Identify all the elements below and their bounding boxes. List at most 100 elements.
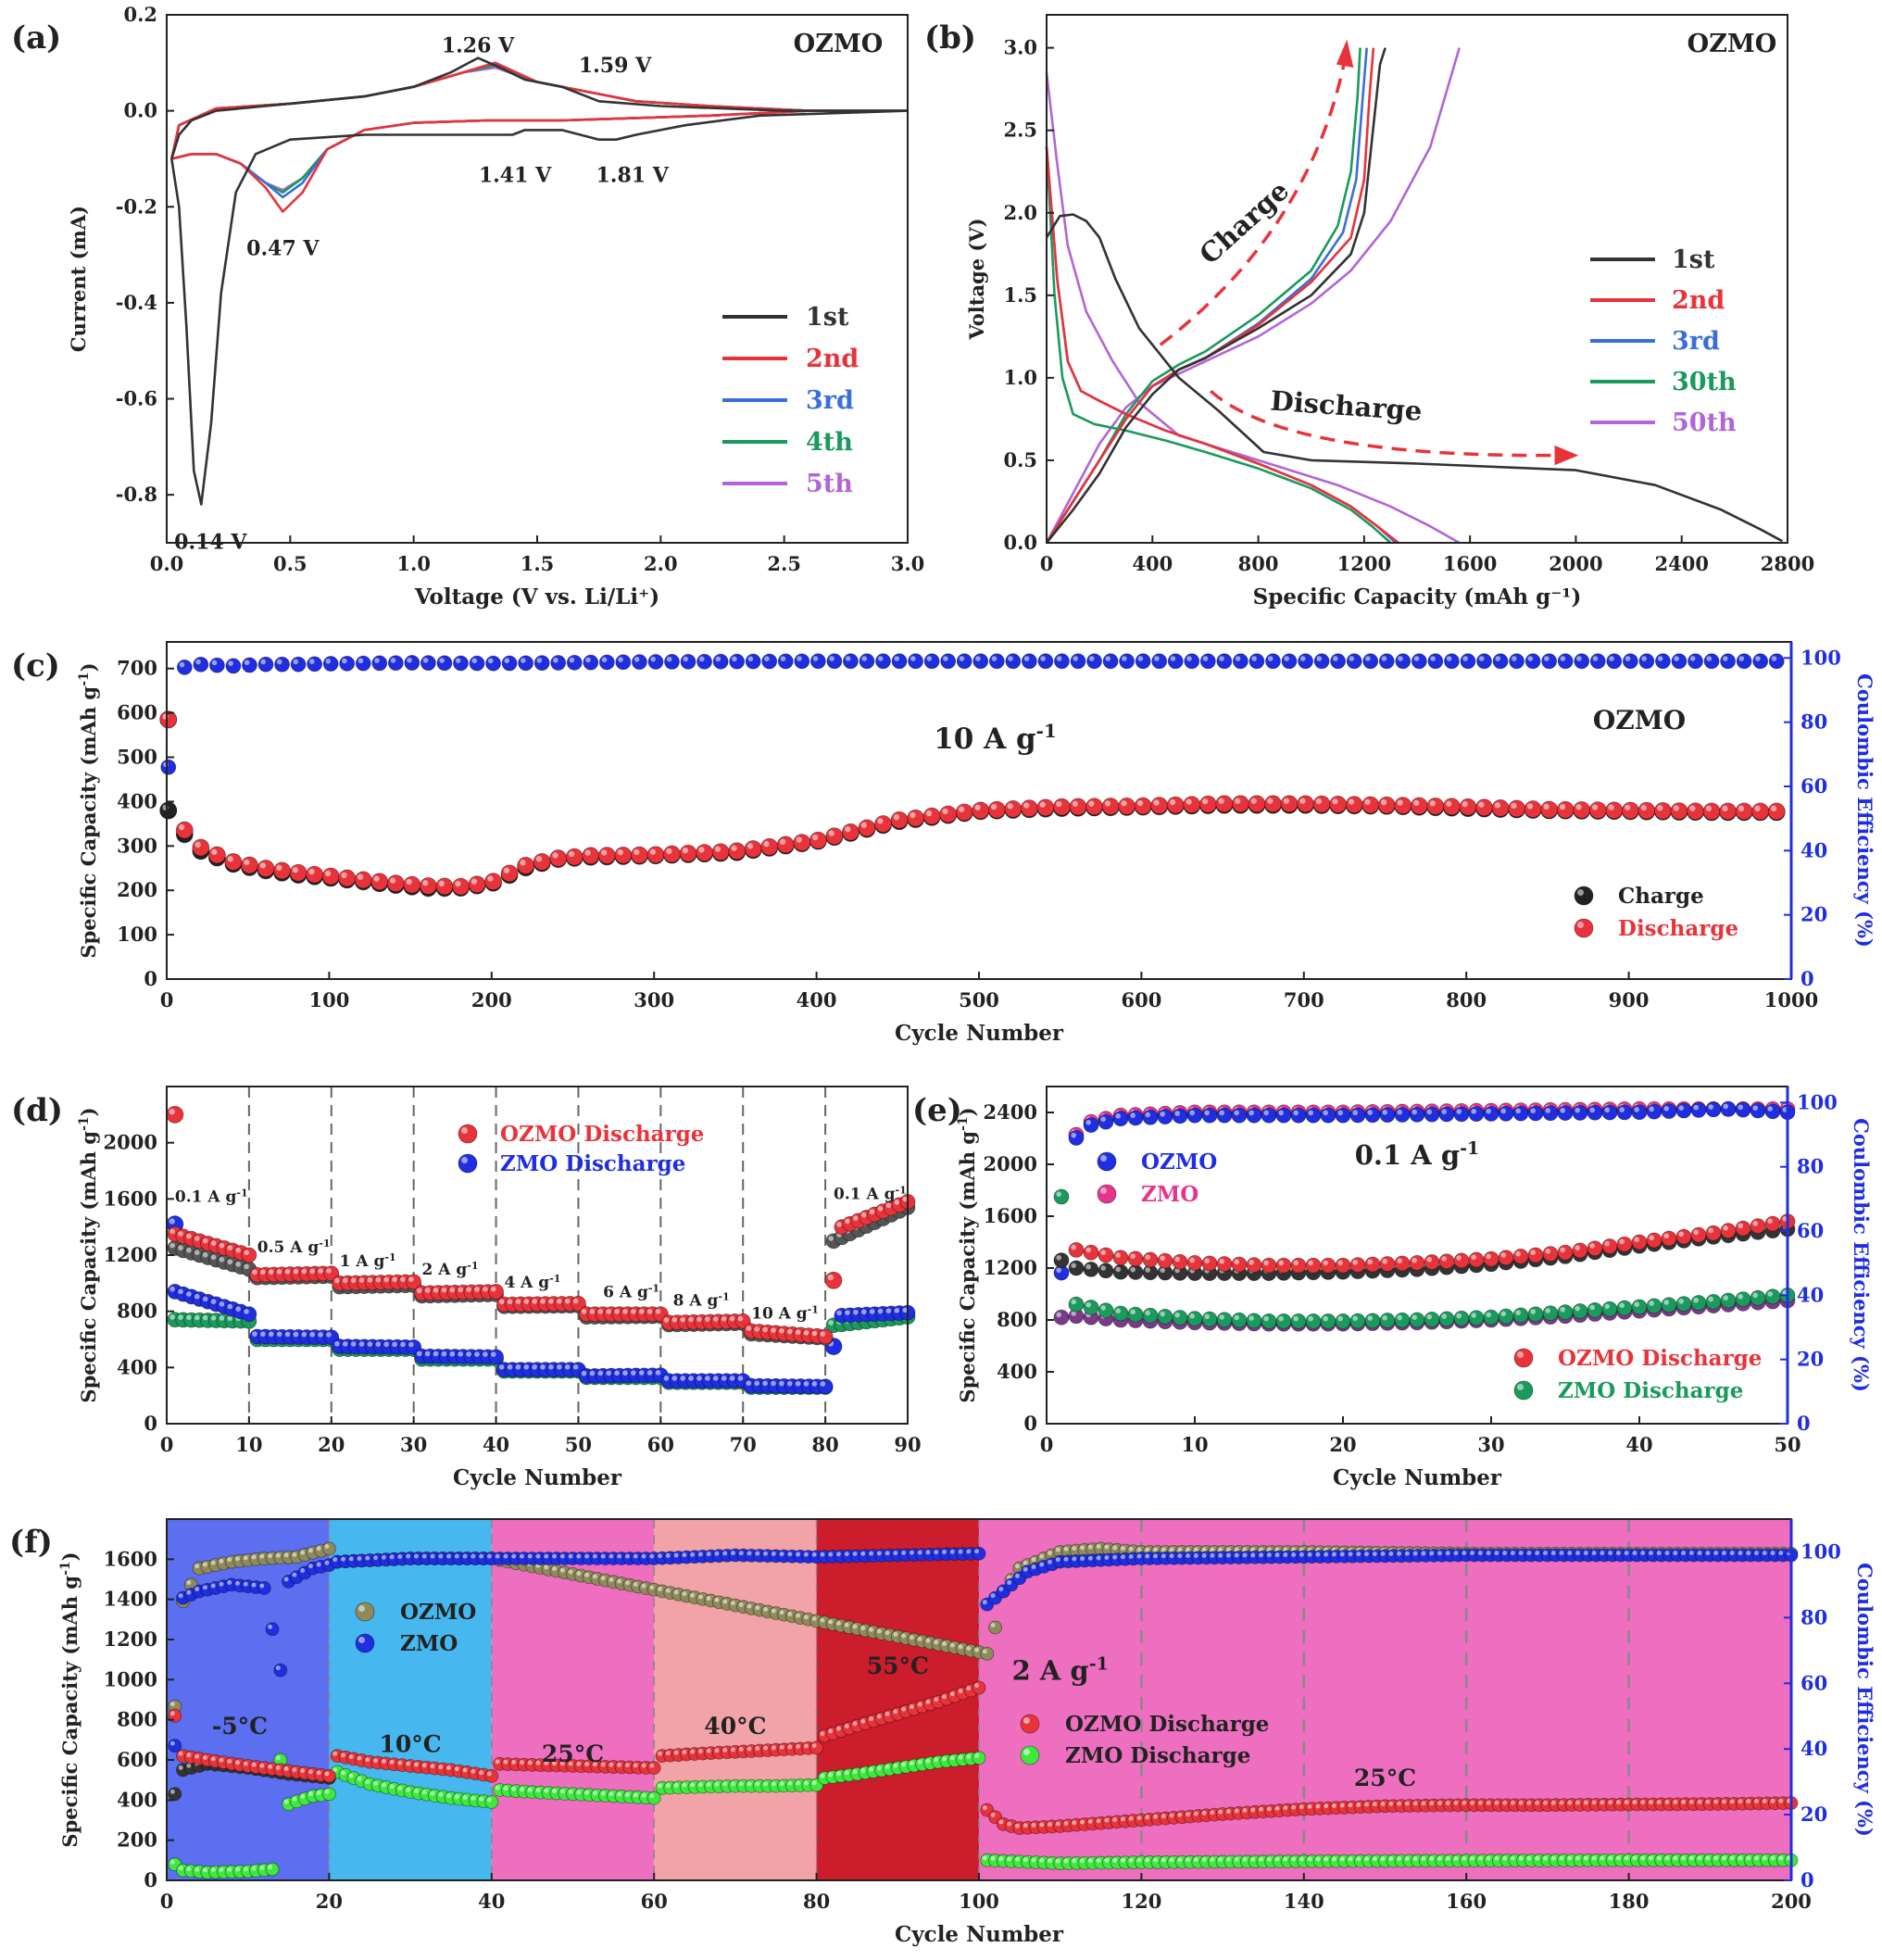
point-highlight bbox=[430, 1790, 435, 1796]
point-highlight bbox=[982, 1600, 987, 1605]
point-highlight bbox=[617, 1791, 622, 1797]
series-group bbox=[1053, 1100, 1796, 1332]
point-highlight bbox=[738, 1781, 744, 1787]
discharge-point bbox=[1508, 799, 1525, 818]
point-highlight bbox=[1608, 1800, 1613, 1805]
point-highlight bbox=[811, 1780, 817, 1786]
point-highlight bbox=[1130, 1309, 1135, 1315]
point-highlight bbox=[779, 838, 786, 845]
point-highlight bbox=[1575, 1107, 1580, 1113]
ce-point bbox=[290, 656, 307, 672]
point-highlight bbox=[966, 1753, 972, 1759]
ce-point bbox=[1509, 653, 1524, 670]
point-highlight bbox=[1591, 1800, 1597, 1805]
point-highlight bbox=[300, 1568, 306, 1573]
cycle-point bbox=[1157, 1252, 1173, 1269]
legend-label: ZMO Discharge bbox=[1558, 1378, 1743, 1403]
point-highlight bbox=[1039, 1857, 1045, 1863]
ce-point bbox=[566, 654, 583, 671]
point-highlight bbox=[358, 1277, 365, 1283]
point-highlight bbox=[334, 1340, 340, 1347]
point-highlight bbox=[1615, 1551, 1621, 1556]
point-highlight bbox=[722, 1599, 728, 1604]
point-highlight bbox=[682, 1750, 687, 1755]
ce-point bbox=[1248, 653, 1265, 670]
y-tick-label: 1600 bbox=[104, 1187, 157, 1210]
point-highlight bbox=[1752, 1292, 1758, 1299]
charge-arrowhead bbox=[1336, 39, 1354, 68]
point-highlight bbox=[771, 1745, 776, 1751]
point-highlight bbox=[186, 1247, 192, 1253]
point-highlight bbox=[1145, 1112, 1150, 1118]
legend-marker bbox=[458, 1153, 478, 1174]
point-highlight bbox=[1299, 1856, 1304, 1862]
point-highlight bbox=[1462, 1855, 1467, 1861]
point-highlight bbox=[714, 1597, 720, 1602]
point-highlight bbox=[966, 1549, 972, 1554]
series-line bbox=[170, 57, 908, 506]
point-highlight bbox=[1293, 1110, 1299, 1116]
point-highlight bbox=[762, 1380, 768, 1387]
point-highlight bbox=[490, 1286, 496, 1292]
point-highlight bbox=[697, 1782, 703, 1788]
ce-point bbox=[777, 653, 794, 670]
rate-point bbox=[488, 1349, 504, 1365]
point-highlight bbox=[885, 1202, 892, 1209]
inset-label: OZMO bbox=[1688, 30, 1777, 58]
cycle-point bbox=[1261, 1257, 1277, 1274]
point-highlight bbox=[958, 1689, 963, 1694]
point-highlight bbox=[722, 1781, 728, 1787]
point-highlight bbox=[671, 1317, 678, 1323]
point-highlight bbox=[1624, 1855, 1629, 1861]
point-highlight bbox=[1656, 1800, 1662, 1804]
point-highlight bbox=[1397, 1801, 1402, 1806]
point-highlight bbox=[1738, 1799, 1743, 1804]
point-highlight bbox=[532, 1299, 537, 1304]
discharge-point bbox=[1053, 798, 1071, 816]
point-highlight bbox=[633, 1581, 638, 1587]
point-highlight bbox=[763, 1781, 768, 1787]
point-highlight bbox=[552, 852, 558, 859]
point-highlight bbox=[925, 810, 933, 817]
point-highlight bbox=[1502, 1800, 1508, 1805]
point-highlight bbox=[1535, 1855, 1540, 1861]
ce-point bbox=[1362, 653, 1379, 670]
point-highlight bbox=[786, 1380, 793, 1387]
series-line bbox=[1045, 47, 1461, 544]
y-tick-label: -0.4 bbox=[116, 291, 157, 314]
point-highlight bbox=[1169, 1857, 1174, 1863]
temp-point bbox=[265, 1862, 280, 1877]
point-highlight bbox=[350, 1277, 357, 1283]
point-highlight bbox=[853, 1215, 859, 1221]
point-highlight bbox=[1705, 1855, 1711, 1861]
y-tick-label: 200 bbox=[117, 878, 157, 901]
point-highlight bbox=[1545, 1108, 1550, 1113]
point-highlight bbox=[324, 1789, 330, 1794]
discharge-point bbox=[354, 871, 372, 889]
point-highlight bbox=[1397, 1258, 1402, 1263]
point-highlight bbox=[641, 1583, 646, 1589]
point-highlight bbox=[1331, 1856, 1336, 1862]
discharge-point bbox=[175, 821, 194, 839]
ce-point bbox=[274, 656, 290, 672]
point-highlight bbox=[358, 1605, 365, 1612]
point-highlight bbox=[1388, 1856, 1394, 1862]
point-highlight bbox=[597, 1370, 604, 1376]
point-highlight bbox=[673, 1750, 679, 1755]
point-highlight bbox=[1235, 798, 1241, 804]
point-highlight bbox=[1778, 1798, 1784, 1803]
point-highlight bbox=[1169, 1547, 1174, 1552]
point-highlight bbox=[495, 1759, 500, 1765]
point-highlight bbox=[646, 1370, 653, 1376]
point-highlight bbox=[1560, 1247, 1565, 1253]
cycle-point bbox=[1453, 1310, 1470, 1326]
point-highlight bbox=[1104, 1544, 1110, 1550]
point-highlight bbox=[1128, 1554, 1134, 1559]
y-tick-label: 0.0 bbox=[123, 99, 157, 122]
point-highlight bbox=[731, 845, 737, 851]
cycle-point bbox=[1112, 1111, 1129, 1127]
point-highlight bbox=[243, 1555, 248, 1561]
y2-tick-label: 0 bbox=[1797, 1412, 1811, 1435]
point-highlight bbox=[1071, 1244, 1076, 1250]
point-highlight bbox=[507, 1299, 513, 1304]
